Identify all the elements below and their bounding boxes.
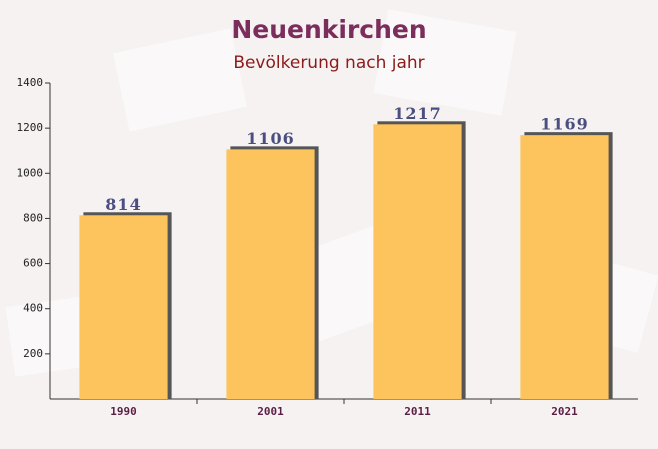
bar xyxy=(373,124,462,399)
chart-subtitle: Bevölkerung nach jahr xyxy=(233,53,424,73)
value-label: 1217 xyxy=(393,104,442,123)
x-tick-label: 1990 xyxy=(110,405,137,418)
bar xyxy=(79,215,168,399)
bar xyxy=(226,149,315,399)
value-label: 1169 xyxy=(540,115,589,134)
y-tick-label: 1400 xyxy=(17,76,44,89)
value-label: 1106 xyxy=(246,129,295,148)
x-tick-label: 2021 xyxy=(551,405,578,418)
y-tick-label: 400 xyxy=(23,302,43,315)
y-tick-label: 1000 xyxy=(17,166,44,179)
bar xyxy=(520,135,609,399)
y-tick-label: 200 xyxy=(23,347,43,360)
chart-title: Neuenkirchen xyxy=(231,15,426,44)
y-tick-label: 800 xyxy=(23,211,43,224)
value-label: 814 xyxy=(105,195,141,214)
x-tick-label: 2011 xyxy=(404,405,431,418)
y-tick-label: 1200 xyxy=(17,121,44,134)
x-tick-label: 2001 xyxy=(257,405,284,418)
y-tick-label: 600 xyxy=(23,257,43,270)
